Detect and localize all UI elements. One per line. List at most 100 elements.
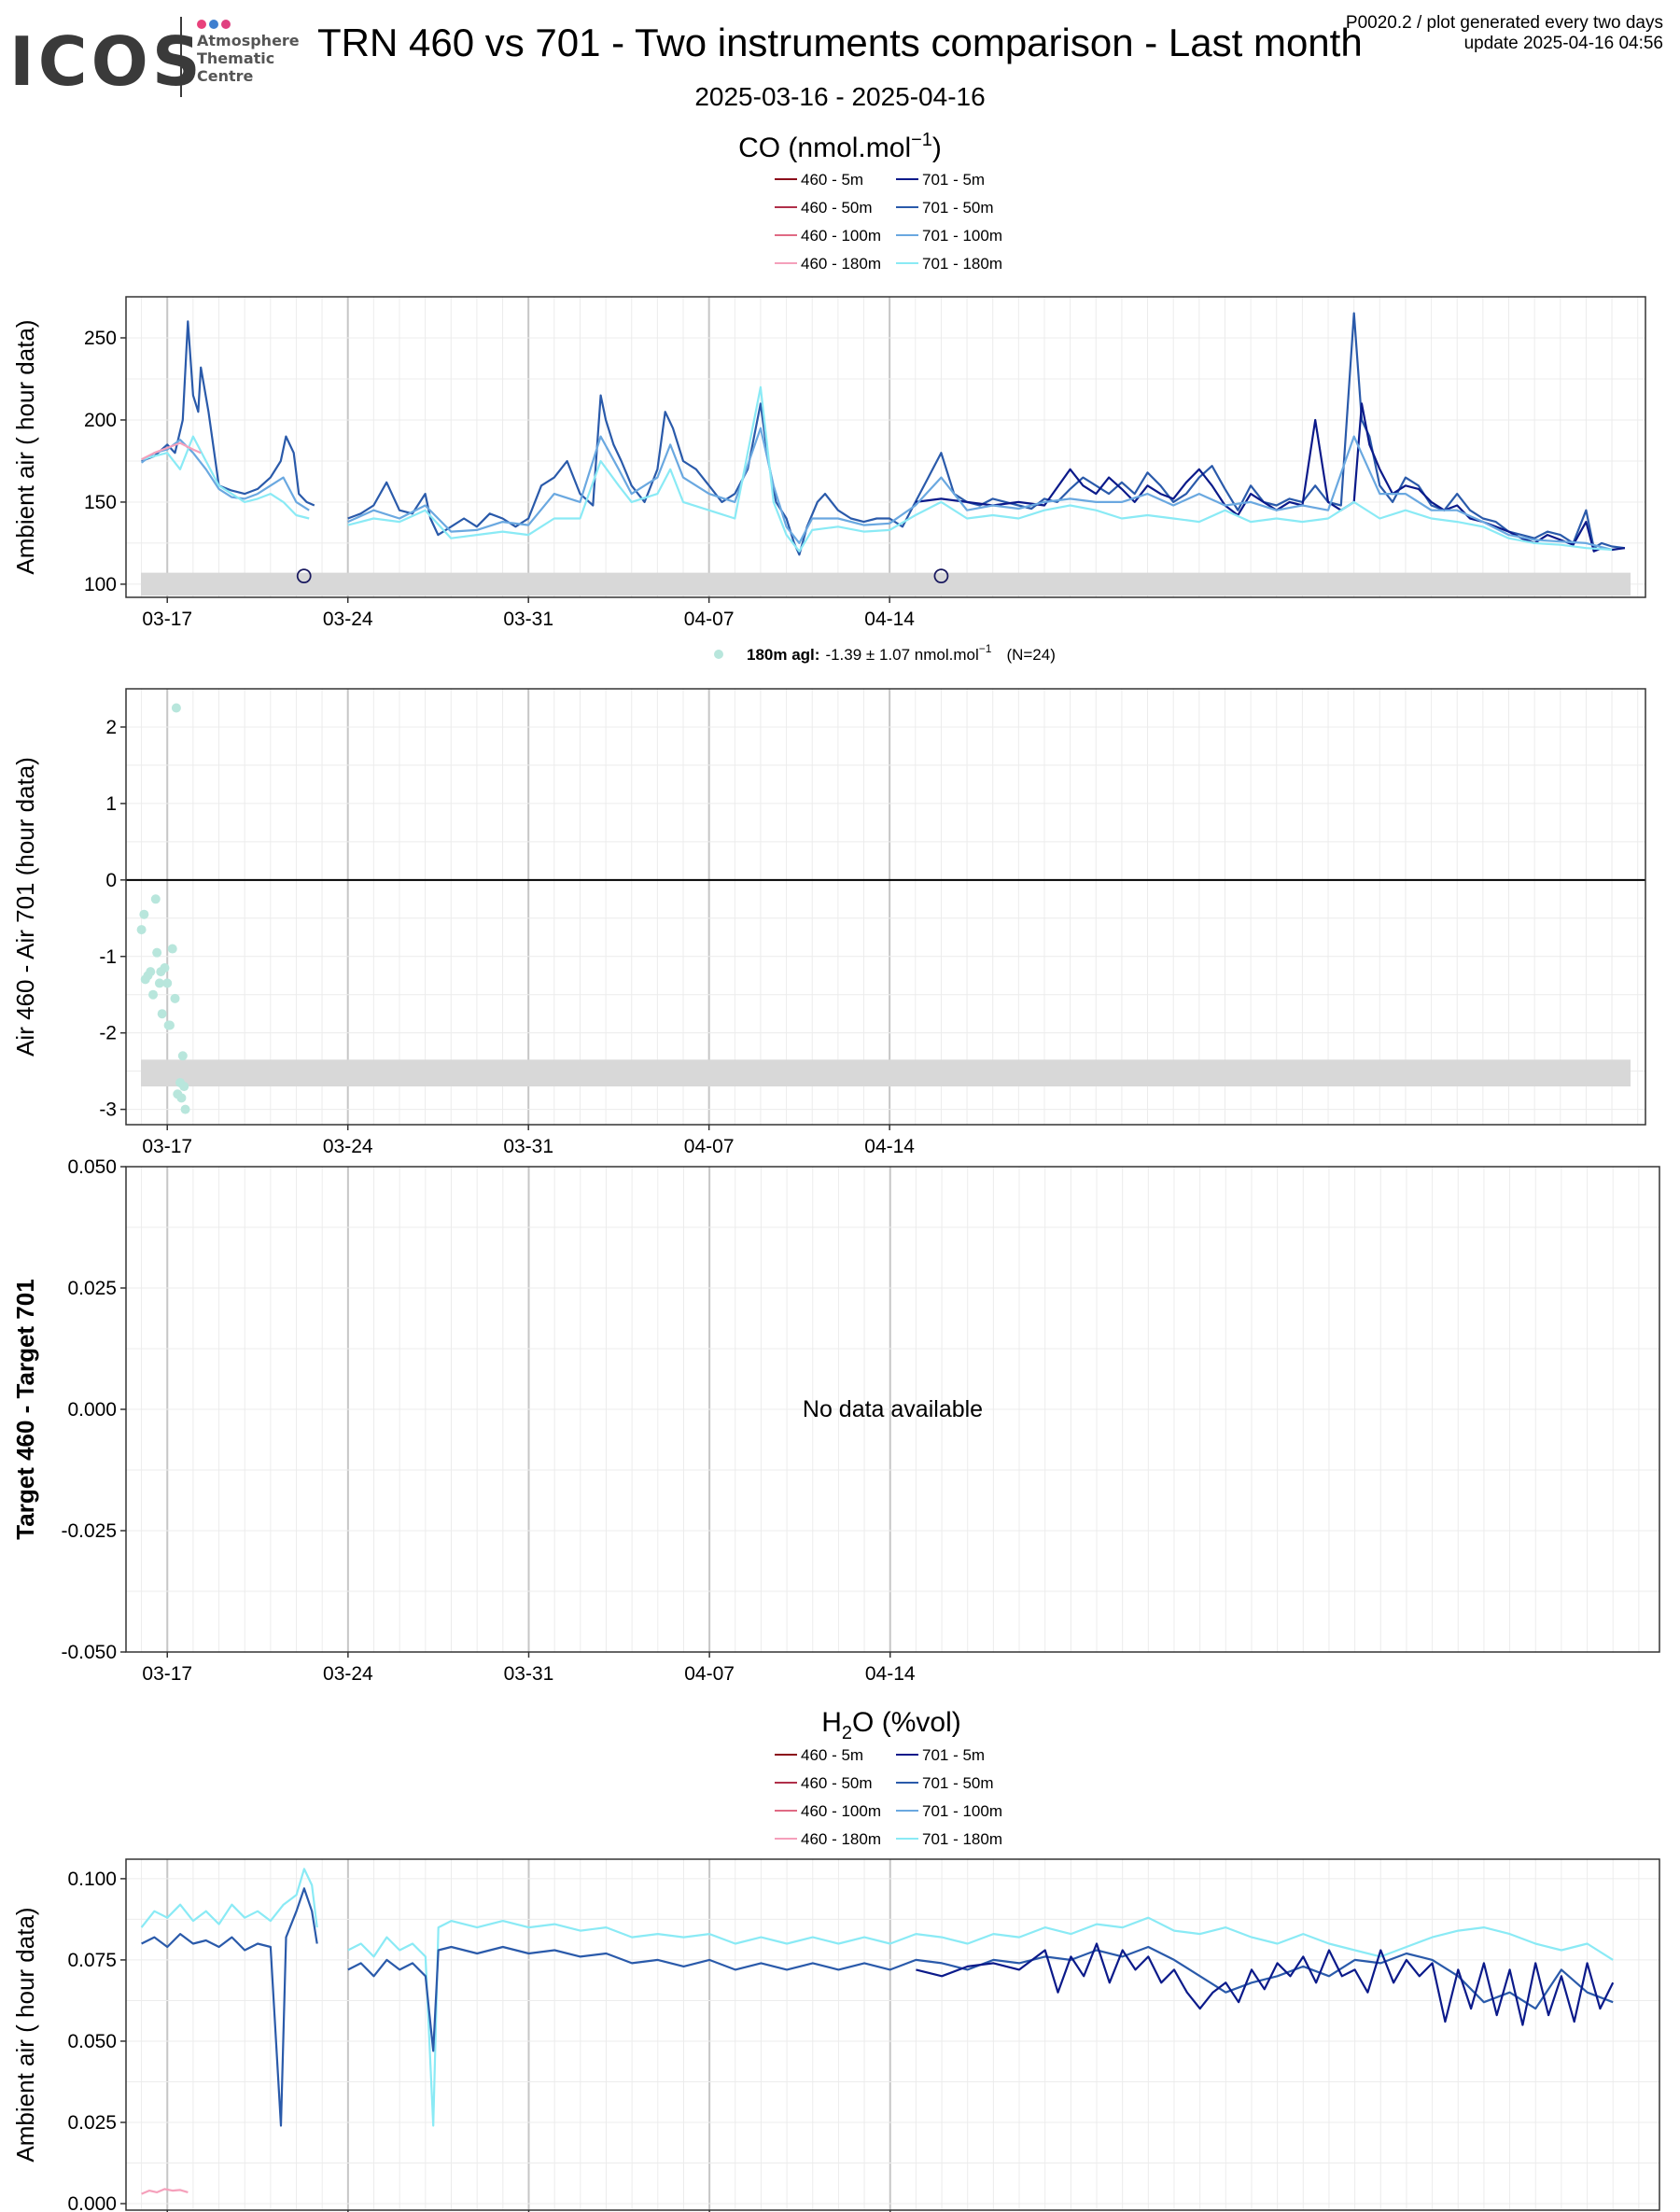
data-point bbox=[171, 703, 181, 713]
generation-info: P0020.2 / plot generated every two days … bbox=[1346, 13, 1663, 54]
legend-count: (N=24) bbox=[1006, 646, 1055, 664]
x-tick-label: 03-31 bbox=[503, 1136, 553, 1157]
x-axis: 03-17 03-24 03-31 04-07 04-14 bbox=[142, 597, 915, 630]
chart-air-diff: -3 -2 -1 0 1 2 03-17 03-24 03-31 04-07 04-14 Air 46… bbox=[11, 688, 1646, 1157]
legend-label: 701 - 50m bbox=[922, 199, 994, 217]
x-tick-label: 04-07 bbox=[684, 609, 735, 630]
y-tick-label: 250 bbox=[84, 328, 117, 349]
x-tick-label: 04-07 bbox=[684, 1136, 735, 1157]
plot-frame bbox=[125, 688, 1646, 1126]
series-line bbox=[915, 402, 1626, 553]
y-tick-label: 0.050 bbox=[67, 1156, 117, 1178]
y-axis: 100 150 200 250 bbox=[84, 328, 126, 595]
legend-label: 460 - 100m bbox=[801, 1802, 881, 1820]
y-tick-label: 0.100 bbox=[67, 1869, 117, 1890]
data-point bbox=[152, 947, 162, 958]
y-tick-label: 0.075 bbox=[67, 1950, 117, 1971]
x-tick-label: 04-14 bbox=[864, 1136, 915, 1157]
y-tick-label: -1 bbox=[99, 946, 117, 968]
data-point bbox=[146, 967, 156, 977]
logo-wordmark: ICOS bbox=[9, 22, 204, 101]
x-tick-label: 04-14 bbox=[864, 609, 915, 630]
legend-label: 701 - 50m bbox=[922, 1774, 994, 1792]
grid-lines bbox=[126, 1166, 1659, 1653]
title-part: CO (nmol.mol bbox=[738, 133, 911, 163]
series-line bbox=[347, 427, 1613, 552]
x-tick-label: 03-24 bbox=[323, 609, 373, 630]
legend-label: 701 - 180m bbox=[922, 1830, 1002, 1848]
y-tick-label: -0.050 bbox=[61, 1642, 117, 1663]
x-tick-label: 03-17 bbox=[142, 1136, 192, 1157]
data-point bbox=[179, 1082, 189, 1092]
diff-points bbox=[136, 703, 190, 1114]
x-tick-label: 03-31 bbox=[503, 609, 553, 630]
y-tick-label: -0.025 bbox=[61, 1520, 117, 1542]
series-701_50m bbox=[141, 1887, 1614, 2127]
logo-dots bbox=[197, 17, 233, 34]
title-part: O (%vol) bbox=[852, 1707, 961, 1738]
x-tick-label: 04-14 bbox=[865, 1663, 916, 1685]
y-tick-label: 100 bbox=[84, 574, 117, 595]
y-tick-label: -2 bbox=[99, 1023, 117, 1044]
logo-subtitle: Atmosphere Thematic Centre bbox=[197, 32, 300, 85]
x-axis: 03-17 03-24 03-31 04-07 04-14 bbox=[142, 1125, 915, 1157]
y-tick-label: -3 bbox=[99, 1099, 117, 1121]
page-title: TRN 460 vs 701 - Two instruments compari… bbox=[317, 21, 1363, 64]
legend-label: 460 - 180m bbox=[801, 255, 881, 273]
plot-background bbox=[126, 297, 1645, 597]
y-axis-title: Target 460 - Target 701 bbox=[11, 1279, 39, 1539]
chart-h2o-ambient: 0.000 0.025 0.050 0.075 0.100 03-1703-2403-31… bbox=[11, 1858, 1660, 2212]
series-701_180m bbox=[140, 1868, 1614, 2127]
legend-point bbox=[714, 650, 723, 659]
series-line bbox=[347, 1916, 1614, 2127]
data-point bbox=[148, 989, 159, 1000]
data-point bbox=[162, 978, 173, 988]
section-title-co: CO (nmol.mol−1) bbox=[738, 130, 942, 163]
legend-label: 460 - 50m bbox=[801, 1774, 873, 1792]
y-tick-label: 0.000 bbox=[67, 1399, 117, 1421]
data-point bbox=[139, 909, 149, 919]
series-line bbox=[141, 435, 310, 520]
x-tick-label: 04-07 bbox=[684, 1663, 735, 1685]
legend-label: 701 - 5m bbox=[922, 1746, 985, 1764]
data-point bbox=[154, 978, 164, 988]
x-tick-label: 03-24 bbox=[323, 1136, 373, 1157]
series-line bbox=[347, 1945, 1614, 2052]
title-part: ) bbox=[932, 133, 942, 163]
y-tick-label: 200 bbox=[84, 410, 117, 431]
series-line bbox=[141, 2188, 189, 2195]
legend-stats: 180m agl: -1.39 ± 1.07 nmol.mol−1 (N=24) bbox=[747, 642, 1056, 664]
plot-background bbox=[126, 689, 1645, 1125]
logo-sub-line: Atmosphere bbox=[197, 32, 300, 49]
title-sup: −1 bbox=[911, 130, 932, 150]
data-point bbox=[176, 1093, 187, 1103]
data-point bbox=[150, 894, 161, 904]
x-tick-label: 03-17 bbox=[142, 609, 192, 630]
legend-co: 460 - 5m 460 - 50m 460 - 100m 460 - 180m 701… bbox=[775, 171, 1002, 273]
data-point bbox=[177, 1051, 188, 1061]
series-701_180m bbox=[141, 385, 1613, 553]
series-line bbox=[916, 1942, 1615, 2026]
date-range: 2025-03-16 - 2025-04-16 bbox=[694, 82, 986, 111]
series-701_5m bbox=[915, 402, 1626, 553]
chart-co-ambient: 100 150 200 250 03-17 03-24 03-31 04-07 04-14 Amb… bbox=[11, 296, 1646, 630]
y-axis-title: Ambient air ( hour data) bbox=[11, 1907, 39, 2162]
y-tick-label: 0.025 bbox=[67, 1278, 117, 1299]
legend-label: 180m agl: bbox=[747, 646, 819, 664]
data-point bbox=[164, 1020, 175, 1030]
series-460_180m bbox=[141, 2188, 189, 2195]
generation-note: P0020.2 / plot generated every two days bbox=[1345, 13, 1663, 33]
data-point bbox=[170, 993, 180, 1003]
legend-label: 460 - 100m bbox=[801, 227, 881, 245]
reference-band bbox=[141, 1059, 1631, 1087]
x-tick-label: 03-31 bbox=[504, 1663, 554, 1685]
legend-air-diff: 180m agl: -1.39 ± 1.07 nmol.mol−1 (N=24) bbox=[714, 642, 1056, 664]
logo-divider bbox=[180, 17, 182, 97]
y-axis: 0.000 0.025 0.050 0.075 0.100 bbox=[67, 1869, 126, 2212]
series-line bbox=[347, 385, 1613, 553]
series-line bbox=[141, 1887, 318, 2127]
plot-background bbox=[126, 1859, 1659, 2210]
